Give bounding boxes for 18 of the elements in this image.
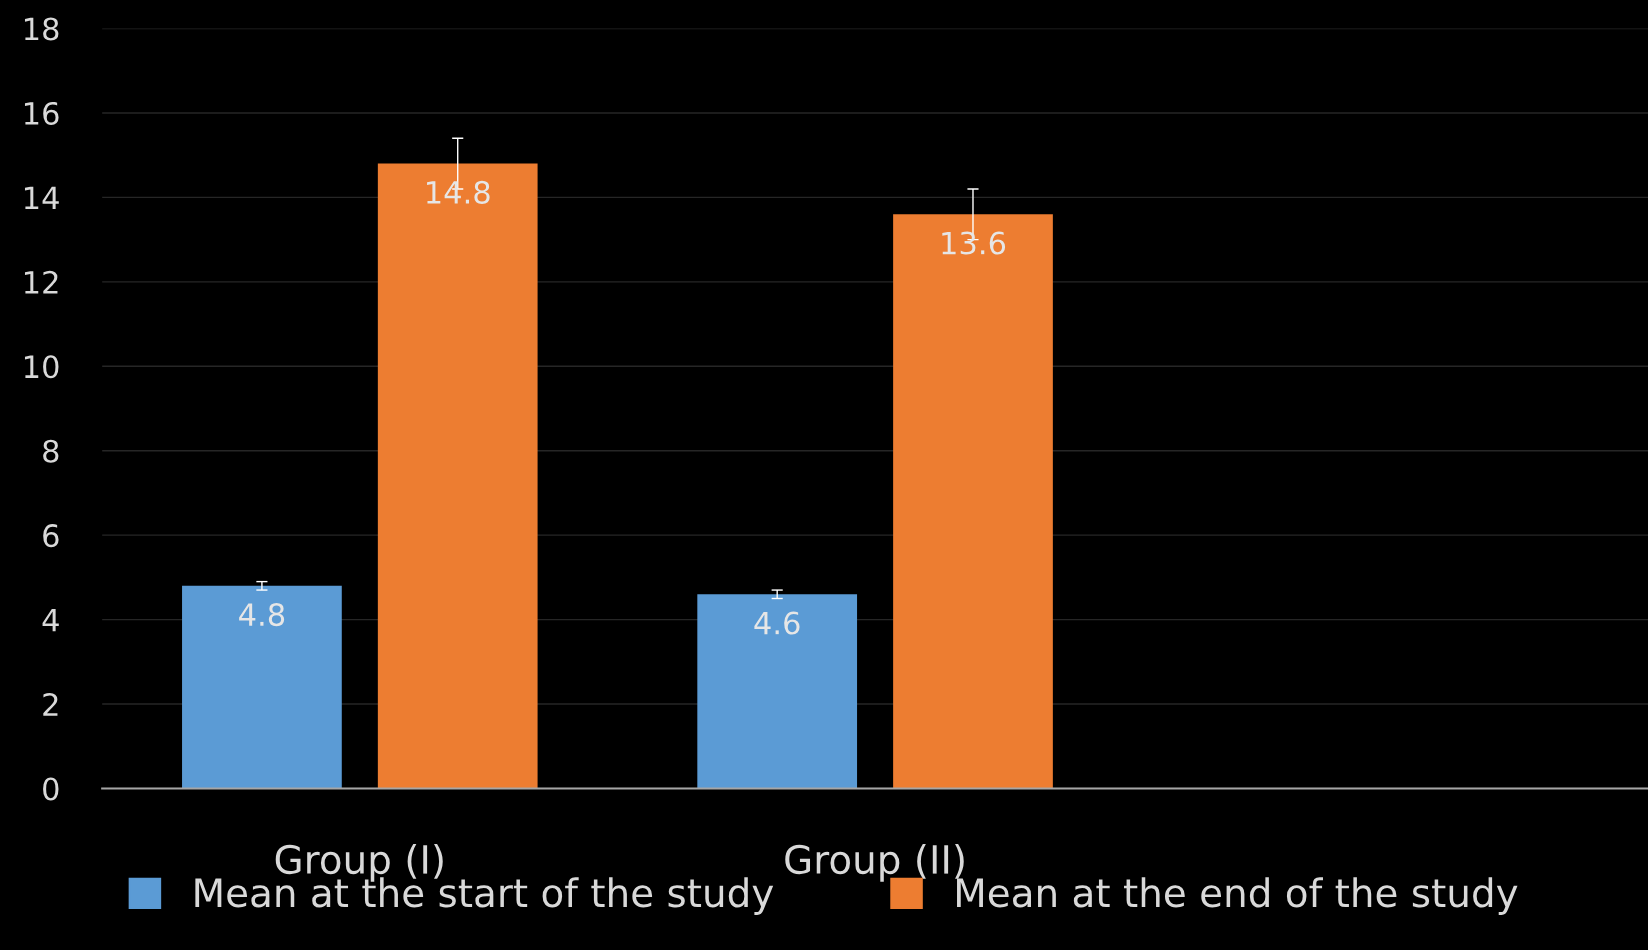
data-label: 13.6 bbox=[942, 231, 1006, 255]
y-tick-label: 18 bbox=[24, 17, 59, 41]
y-tick-label: 10 bbox=[24, 355, 59, 379]
data-label: 14.8 bbox=[427, 180, 490, 204]
data-label: 4.6 bbox=[754, 611, 800, 635]
bar bbox=[182, 585, 342, 789]
y-tick-label: 14 bbox=[24, 186, 59, 209]
y-tick-label: 8 bbox=[43, 439, 59, 463]
y-tick-label: 6 bbox=[43, 524, 59, 548]
y-tick-label: 4 bbox=[42, 608, 59, 632]
y-tick-label: 2 bbox=[43, 692, 58, 716]
y-tick-label: 12 bbox=[24, 270, 58, 294]
y-tick-label: 0 bbox=[43, 777, 59, 801]
bar bbox=[893, 214, 1053, 789]
data-label: 4.8 bbox=[239, 603, 285, 627]
bar bbox=[697, 594, 858, 789]
y-tick-label: 16 bbox=[24, 101, 59, 125]
bar bbox=[377, 163, 538, 789]
